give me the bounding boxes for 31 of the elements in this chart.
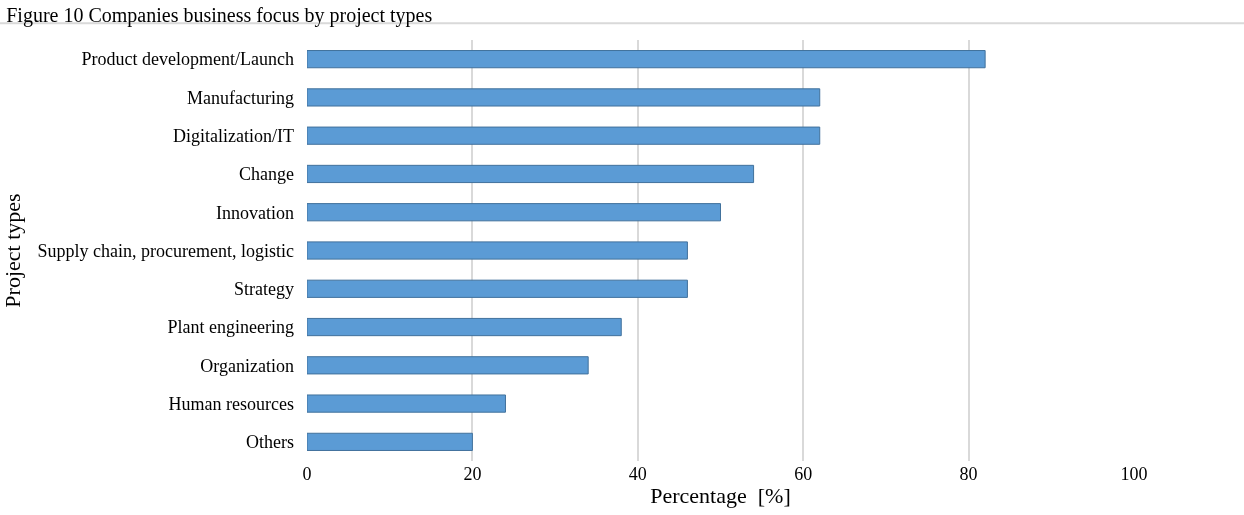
bar [307, 356, 589, 375]
y-tick-label: Innovation [216, 202, 294, 223]
x-tick-label: 40 [628, 464, 647, 484]
x-axis-title: Percentage [%] [650, 482, 791, 508]
y-tick-label: Plant engineering [167, 317, 294, 338]
bar [307, 203, 721, 222]
y-axis-title: Project types [0, 193, 26, 308]
x-tick-label: 0 [302, 464, 312, 484]
bar [307, 394, 506, 413]
y-tick-label: Digitalization/IT [173, 125, 294, 146]
y-tick-label: Supply chain, procurement, logistic [37, 240, 294, 261]
bar [307, 241, 688, 260]
bar [307, 126, 821, 145]
y-tick-label: Human resources [168, 393, 294, 414]
bar [307, 88, 821, 107]
y-tick-label: Product development/Launch [81, 49, 294, 70]
y-tick-label: Manufacturing [187, 87, 294, 108]
bar [307, 279, 688, 298]
x-tick-label: 60 [794, 464, 813, 484]
y-tick-label: Change [239, 164, 295, 185]
chart-title: Figure 10 Companies business focus by project types [6, 3, 433, 27]
x-tick-label: 100 [1120, 464, 1148, 484]
y-tick-label: Others [246, 432, 294, 453]
bar [307, 317, 622, 337]
x-tick-label: 20 [463, 464, 482, 484]
y-tick-label: Strategy [234, 279, 294, 300]
bar [307, 164, 755, 184]
y-tick-label: Organization [200, 355, 294, 376]
bar [307, 50, 986, 69]
bar [307, 432, 473, 451]
x-tick-label: 80 [959, 464, 978, 484]
